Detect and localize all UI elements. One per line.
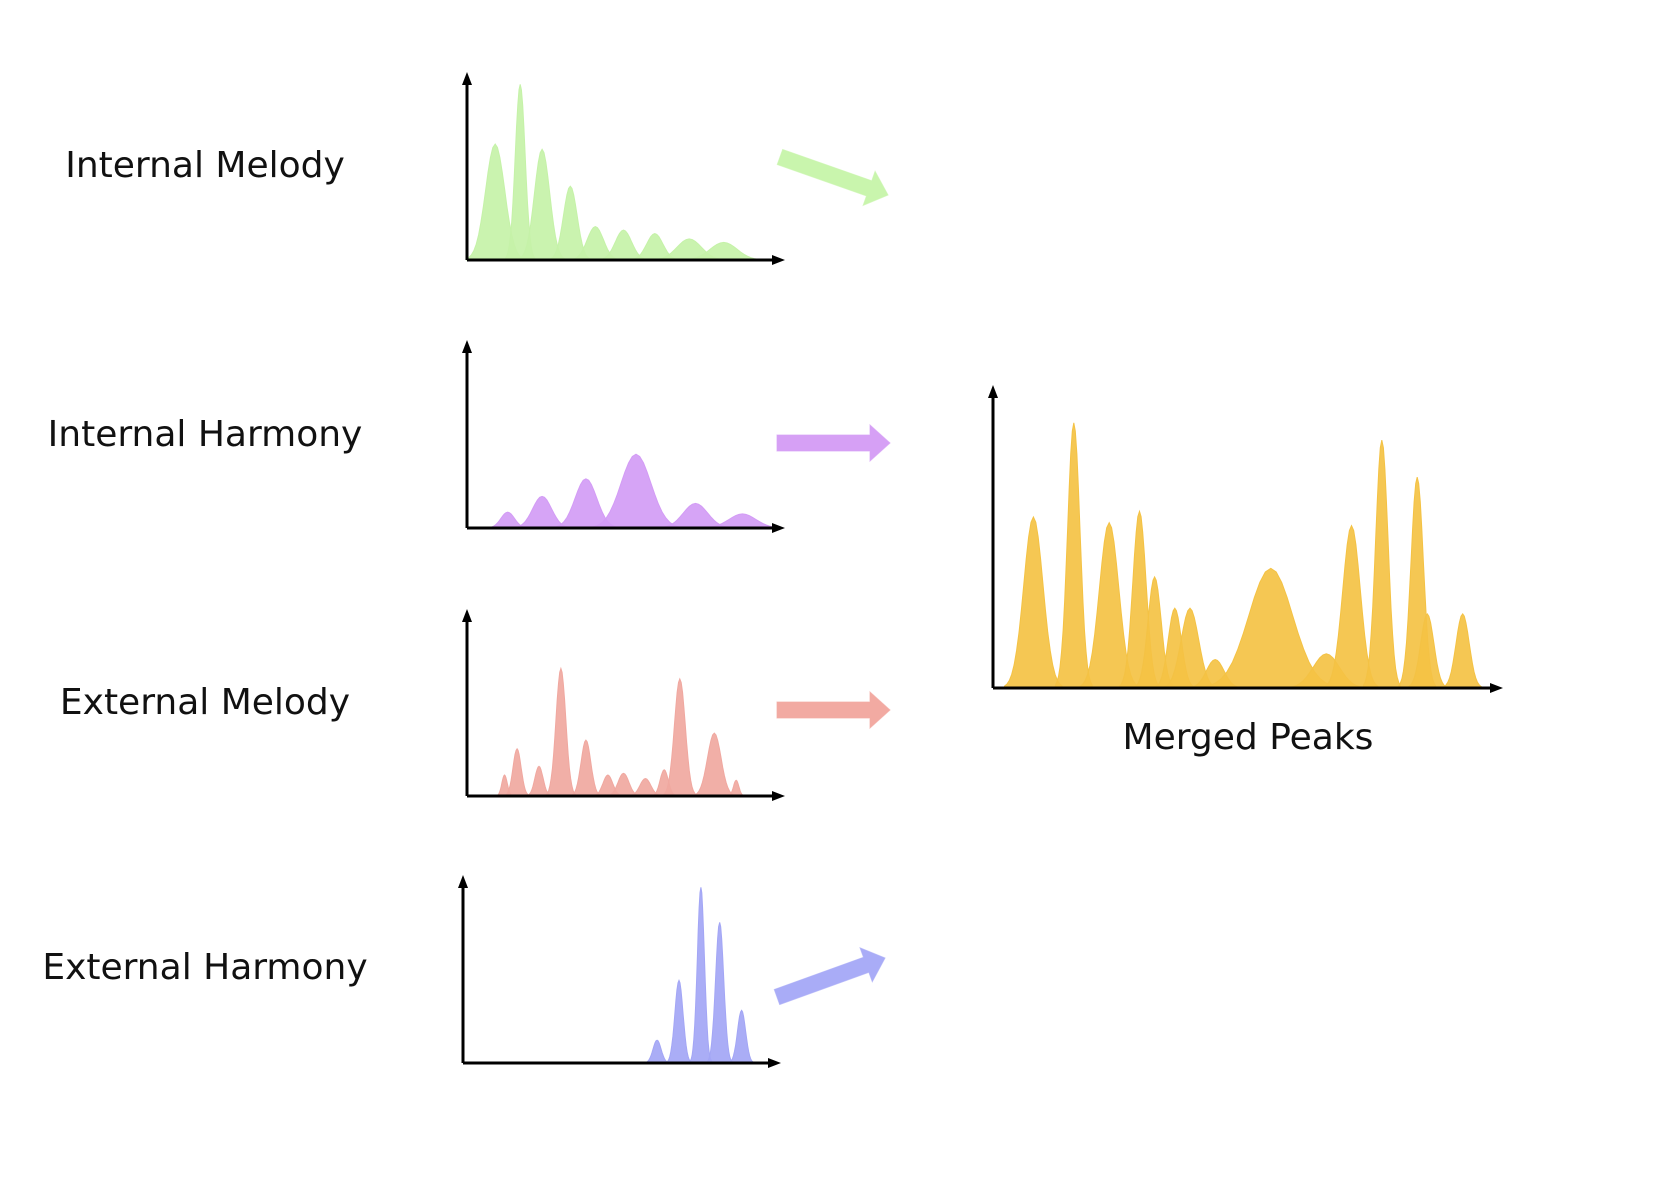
- row-label-internal-melody: Internal Melody: [65, 145, 345, 186]
- chart-3-peak-2: [504, 747, 530, 797]
- chart-4-y-axis-arrowhead: [458, 875, 468, 888]
- chart-4-peak-3: [689, 887, 712, 1064]
- chart-3-peak-10: [663, 677, 697, 797]
- chart-4-peak-5: [728, 1009, 755, 1064]
- chart-3-peak-11: [693, 732, 736, 797]
- chart-3-peak-12: [727, 779, 745, 797]
- row-label-external-harmony: External Harmony: [42, 947, 368, 988]
- chart-2-y-axis-arrowhead: [462, 340, 472, 353]
- chart-3-peak-4: [545, 666, 576, 797]
- arrow-2: [776, 423, 891, 463]
- merged-peak-15: [1442, 613, 1483, 689]
- arrow-3: [776, 690, 891, 730]
- arrow-1: [776, 148, 889, 207]
- chart-4-peak-2: [666, 979, 692, 1064]
- chart-4-peak-1: [644, 1039, 670, 1064]
- chart-2-x-axis-arrowhead: [772, 523, 785, 533]
- merged-chart-x-axis-arrowhead: [1490, 683, 1503, 693]
- merged-peak-14: [1407, 613, 1448, 689]
- merged-peak-12: [1363, 439, 1401, 689]
- merged-peak-1: [1004, 515, 1063, 689]
- chart-1-x-axis-arrowhead: [772, 255, 785, 265]
- chart-3-peak-3: [526, 765, 552, 797]
- chart-4-x-axis-arrowhead: [768, 1058, 781, 1068]
- chart-1-y-axis-arrowhead: [462, 72, 472, 85]
- chart-3-peak-5: [570, 739, 602, 797]
- chart-3-y-axis-arrowhead: [462, 609, 472, 622]
- merged-peaks-label: Merged Peaks: [1122, 717, 1374, 758]
- merged-chart-y-axis-arrowhead: [988, 385, 998, 398]
- arrow-4: [773, 947, 886, 1006]
- chart-4-peak-4: [707, 922, 733, 1064]
- chart-3-x-axis-arrowhead: [772, 791, 785, 801]
- merged-peak-2: [1054, 422, 1093, 689]
- row-label-external-melody: External Melody: [59, 682, 351, 723]
- row-label-internal-harmony: Internal Harmony: [47, 414, 363, 455]
- chart-2-peak-4: [590, 453, 682, 529]
